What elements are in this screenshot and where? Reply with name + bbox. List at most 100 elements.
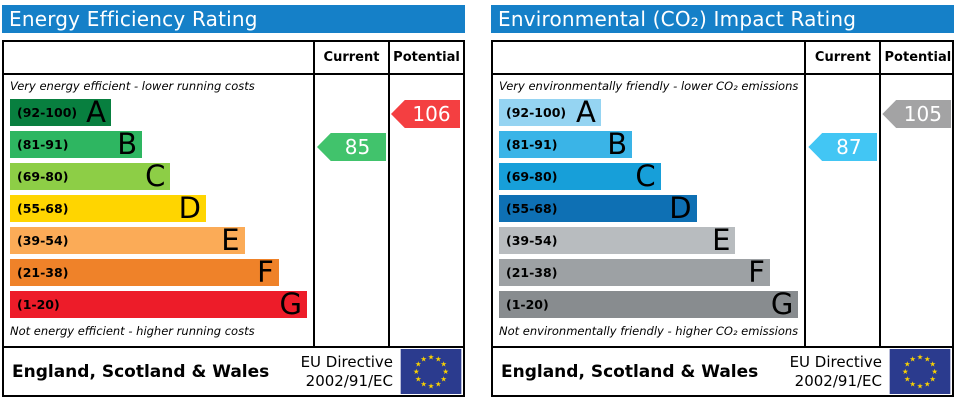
band-bar-c: (69-80) C	[10, 159, 171, 193]
potential-rating-cell: 106	[388, 75, 463, 346]
current-rating-cell: 87	[804, 75, 879, 346]
svg-text:★: ★	[904, 360, 911, 369]
eu-directive-label: EU Directive 2002/91/EC	[300, 352, 393, 390]
band-letter: E	[221, 223, 240, 257]
current-rating-arrow: 87	[808, 133, 878, 161]
band-range: (55-68)	[17, 201, 69, 216]
band-bar-e: (39-54) E	[499, 223, 736, 257]
region-label: England, Scotland & Wales	[501, 361, 759, 382]
panel-footer: England, Scotland & Wales EU Directive 2…	[491, 346, 954, 397]
band-bar-c: (69-80) C	[499, 159, 661, 193]
band-letter: F	[748, 255, 765, 289]
band-bar-g: (1-20) G	[10, 287, 307, 321]
current-rating-arrow: 85	[317, 133, 386, 161]
energy-efficiency-panel: Energy Efficiency Rating Current Potenti…	[2, 5, 465, 397]
band-bar-b: (81-91) B	[10, 127, 143, 161]
band-letter: A	[575, 95, 596, 129]
band-letter: B	[117, 127, 138, 161]
svg-text:★: ★	[428, 352, 435, 361]
current-column-header: Current	[804, 42, 880, 75]
potential-rating-cell: 105	[879, 75, 954, 346]
band-letter: D	[178, 191, 202, 225]
band-bar-b: (81-91) B	[499, 127, 633, 161]
svg-text:★: ★	[902, 367, 909, 376]
svg-text:★: ★	[929, 360, 936, 369]
rating-scale: Very environmentally friendly - lower CO…	[493, 75, 804, 346]
band-bar-e: (39-54) E	[10, 223, 245, 257]
band-letter: D	[669, 191, 692, 225]
band-range: (39-54)	[17, 233, 69, 248]
potential-rating-value: 105	[903, 102, 942, 126]
svg-text:★: ★	[442, 367, 449, 376]
svg-text:★: ★	[924, 354, 931, 363]
top-scale-note: Very environmentally friendly - lower CO…	[499, 79, 799, 93]
svg-text:★: ★	[917, 382, 924, 391]
svg-text:★: ★	[924, 380, 931, 389]
svg-text:★: ★	[440, 360, 447, 369]
potential-rating-arrow: 106	[391, 100, 460, 128]
band-range: (21-38)	[506, 265, 558, 280]
band-range: (81-91)	[17, 137, 69, 152]
header-spacer	[4, 42, 313, 75]
eu-flag-icon: ★ ★★ ★★★ ★★★ ★★★	[889, 349, 951, 394]
bottom-scale-note: Not environmentally friendly - higher CO…	[499, 324, 799, 338]
current-rating-value: 87	[836, 135, 862, 159]
svg-text:★: ★	[435, 354, 442, 363]
co2-impact-panel: Environmental (CO₂) Impact Rating Curren…	[491, 5, 955, 397]
svg-text:★: ★	[420, 380, 427, 389]
rating-scale: Very energy efficient - lower running co…	[4, 75, 313, 346]
band-range: (21-38)	[17, 265, 69, 280]
potential-rating-value: 106	[412, 102, 451, 126]
band-bar-f: (21-38) F	[10, 255, 279, 289]
band-range: (39-54)	[506, 233, 558, 248]
svg-text:★: ★	[917, 352, 924, 361]
svg-text:★: ★	[931, 367, 938, 376]
band-letter: C	[635, 159, 656, 193]
band-letter: G	[770, 287, 794, 321]
current-rating-value: 85	[344, 135, 371, 159]
eu-flag-icon: ★ ★★ ★★★ ★★★ ★★★	[400, 349, 462, 394]
rating-table: Current Potential Very energy efficient …	[2, 40, 465, 348]
band-range: (1-20)	[506, 297, 549, 312]
current-column-header: Current	[313, 42, 388, 75]
band-bar-a: (92-100) A	[499, 95, 601, 129]
top-scale-note: Very energy efficient - lower running co…	[10, 79, 255, 93]
region-label: England, Scotland & Wales	[12, 361, 270, 382]
header-spacer	[493, 42, 805, 75]
band-bar-a: (92-100) A	[10, 95, 111, 129]
bottom-scale-note: Not energy efficient - higher running co…	[10, 324, 255, 338]
svg-text:★: ★	[413, 367, 420, 376]
band-range: (92-100)	[506, 105, 567, 120]
current-rating-cell: 85	[313, 75, 388, 346]
band-letter: G	[279, 287, 302, 321]
svg-text:★: ★	[415, 360, 422, 369]
band-bar-d: (55-68) D	[10, 191, 207, 225]
band-range: (69-80)	[506, 169, 558, 184]
svg-text:★: ★	[428, 382, 435, 391]
svg-text:★: ★	[415, 374, 422, 383]
eu-directive-label: EU Directive 2002/91/EC	[789, 352, 882, 390]
band-letter: A	[86, 95, 106, 129]
svg-text:★: ★	[909, 380, 916, 389]
band-letter: F	[257, 255, 274, 289]
potential-column-header: Potential	[388, 42, 463, 75]
svg-text:★: ★	[904, 374, 911, 383]
band-letter: E	[712, 223, 731, 257]
potential-rating-arrow: 105	[882, 100, 952, 128]
band-range: (69-80)	[17, 169, 69, 184]
band-letter: B	[607, 127, 628, 161]
panel-title: Environmental (CO₂) Impact Rating	[491, 5, 954, 33]
band-range: (1-20)	[17, 297, 60, 312]
band-range: (92-100)	[17, 105, 78, 120]
band-letter: C	[145, 159, 166, 193]
panel-footer: England, Scotland & Wales EU Directive 2…	[2, 346, 465, 397]
svg-text:★: ★	[909, 354, 916, 363]
potential-column-header: Potential	[879, 42, 955, 75]
band-range: (81-91)	[506, 137, 558, 152]
band-bar-d: (55-68) D	[499, 191, 697, 225]
svg-text:★: ★	[435, 380, 442, 389]
svg-text:★: ★	[929, 374, 936, 383]
band-bar-g: (1-20) G	[499, 287, 799, 321]
band-range: (55-68)	[506, 201, 558, 216]
